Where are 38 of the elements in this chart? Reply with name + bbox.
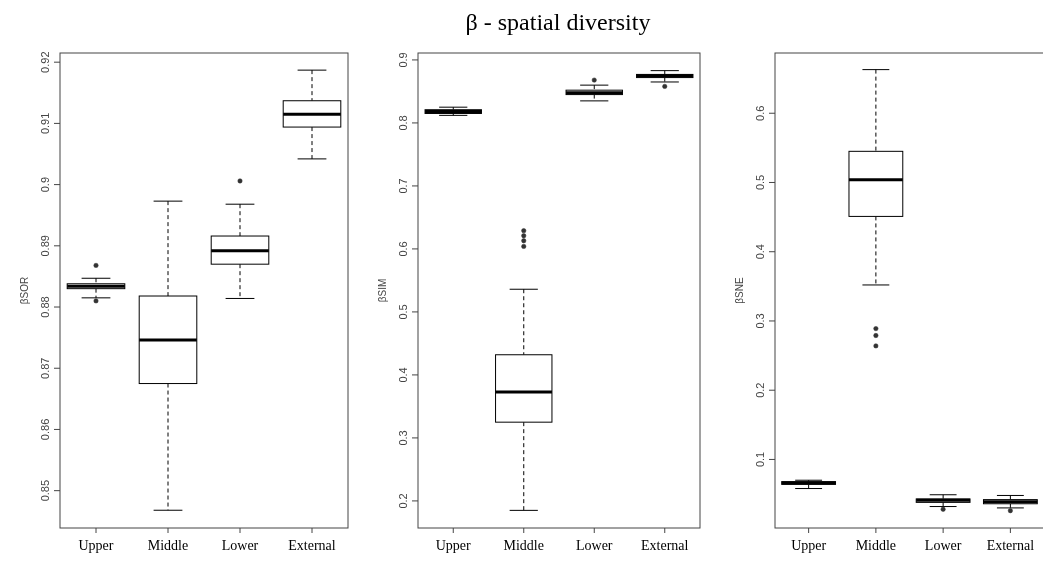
x-tick-label: Upper <box>791 538 827 553</box>
y-tick-label: 0.88 <box>39 296 51 318</box>
y-tick-label: 0.2 <box>397 493 409 509</box>
x-tick-label: Upper <box>435 538 472 553</box>
x-tick-label: Lower <box>221 538 259 553</box>
y-tick-label: 0.1 <box>754 451 766 468</box>
y-tick-label: 0.86 <box>39 418 51 441</box>
y-tick-label: 0.4 <box>754 244 766 260</box>
y-tick-label: 0.87 <box>39 357 51 379</box>
x-tick-label: External <box>641 538 689 553</box>
x-tick-label: Upper <box>78 538 114 553</box>
y-tick-label: 0.3 <box>754 313 766 329</box>
y-tick-label: 0.5 <box>754 174 766 191</box>
y-tick-label: 0.89 <box>39 235 51 257</box>
y-tick-label: 0.8 <box>397 115 409 131</box>
y-tick-label: 0.85 <box>39 479 51 502</box>
y-tick-label: 0.6 <box>754 105 766 121</box>
y-axis-title: βSIM <box>377 278 388 303</box>
y-tick-label: 0.91 <box>39 112 51 135</box>
x-tick-label: External <box>986 538 1035 553</box>
y-axis-title: βSNE <box>734 277 745 304</box>
y-tick-label: 0.7 <box>397 178 409 194</box>
y-tick-label: 0.92 <box>39 51 51 73</box>
y-tick-label: 0.9 <box>39 176 51 193</box>
y-tick-label: 0.5 <box>397 304 409 320</box>
x-tick-label: Lower <box>924 538 962 553</box>
x-tick-label: Lower <box>575 538 613 553</box>
y-tick-label: 0.9 <box>397 52 409 68</box>
x-tick-label: External <box>288 538 336 553</box>
x-tick-label: Middle <box>855 538 897 553</box>
x-tick-label: Middle <box>503 538 544 553</box>
y-tick-label: 0.6 <box>397 241 409 257</box>
y-tick-label: 0.4 <box>397 367 409 383</box>
y-axis-title: βSOR <box>19 276 30 305</box>
chart-title: β - spatial diversity <box>465 9 651 35</box>
y-tick-label: 0.2 <box>754 382 766 398</box>
y-tick-label: 0.3 <box>397 430 409 446</box>
x-tick-label: Middle <box>147 538 189 553</box>
